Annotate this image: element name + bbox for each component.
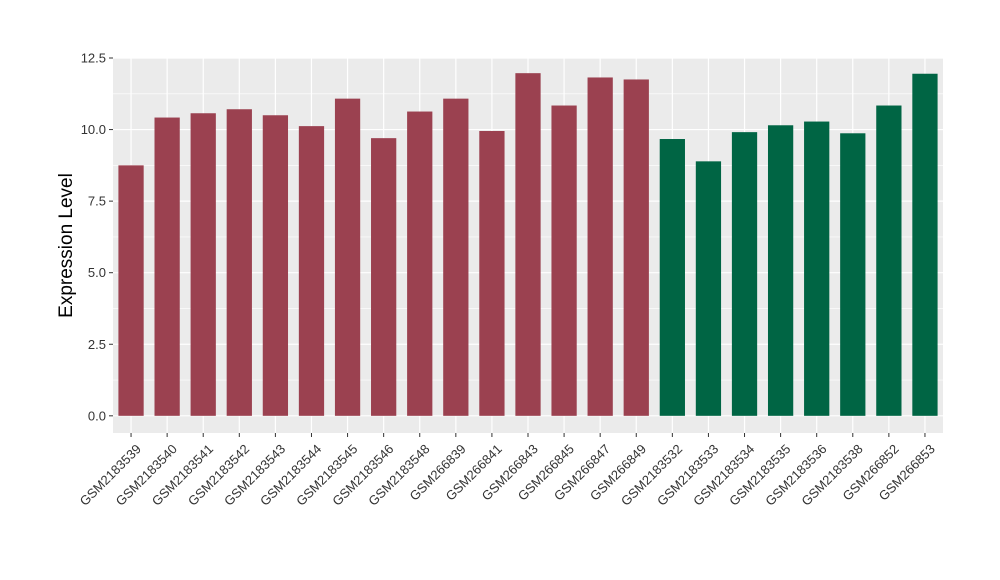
y-tick-label: 12.5 — [81, 51, 106, 66]
bar-GSM266841 — [479, 130, 505, 416]
y-tick-label: 5.0 — [88, 265, 106, 280]
bar-GSM2183544 — [298, 126, 325, 416]
bar-GSM2183541 — [190, 113, 216, 416]
bar-GSM2183542 — [226, 109, 252, 416]
bar-GSM2183545 — [334, 98, 361, 416]
y-tick-label: 10.0 — [81, 122, 106, 137]
x-tick-label: GSM2183539 — [77, 441, 144, 508]
bars — [118, 73, 938, 416]
bar-GSM2183548 — [407, 111, 433, 416]
bar-GSM2183540 — [154, 117, 180, 416]
y-axis-title: Expression Level — [56, 173, 77, 318]
y-axis: 0.0 2.5 5.0 7.5 10.0 12.5 — [81, 51, 113, 423]
bar-GSM2183534 — [731, 132, 758, 416]
bar-GSM2183546 — [371, 138, 397, 416]
y-tick-label: 0.0 — [88, 408, 106, 423]
y-tick-label: 2.5 — [88, 337, 106, 352]
bar-GSM266847 — [587, 77, 613, 416]
bar-GSM2183535 — [767, 125, 794, 416]
bar-GSM2183538 — [840, 133, 866, 416]
bar-GSM266849 — [623, 79, 649, 416]
bar-GSM266845 — [551, 105, 577, 416]
bar-GSM266839 — [443, 98, 469, 416]
bar-GSM2183539 — [118, 165, 144, 416]
x-axis: GSM2183539GSM2183540GSM2183541GSM2183542… — [77, 433, 938, 509]
bar-GSM266852 — [876, 105, 902, 416]
bar-GSM2183532 — [659, 139, 685, 416]
bar-GSM2183536 — [804, 121, 830, 416]
bar-GSM2183543 — [262, 115, 289, 416]
y-tick-label: 7.5 — [88, 194, 106, 209]
bar-GSM266843 — [515, 73, 541, 416]
bar-GSM2183533 — [695, 161, 722, 416]
bar-GSM266853 — [912, 73, 938, 416]
